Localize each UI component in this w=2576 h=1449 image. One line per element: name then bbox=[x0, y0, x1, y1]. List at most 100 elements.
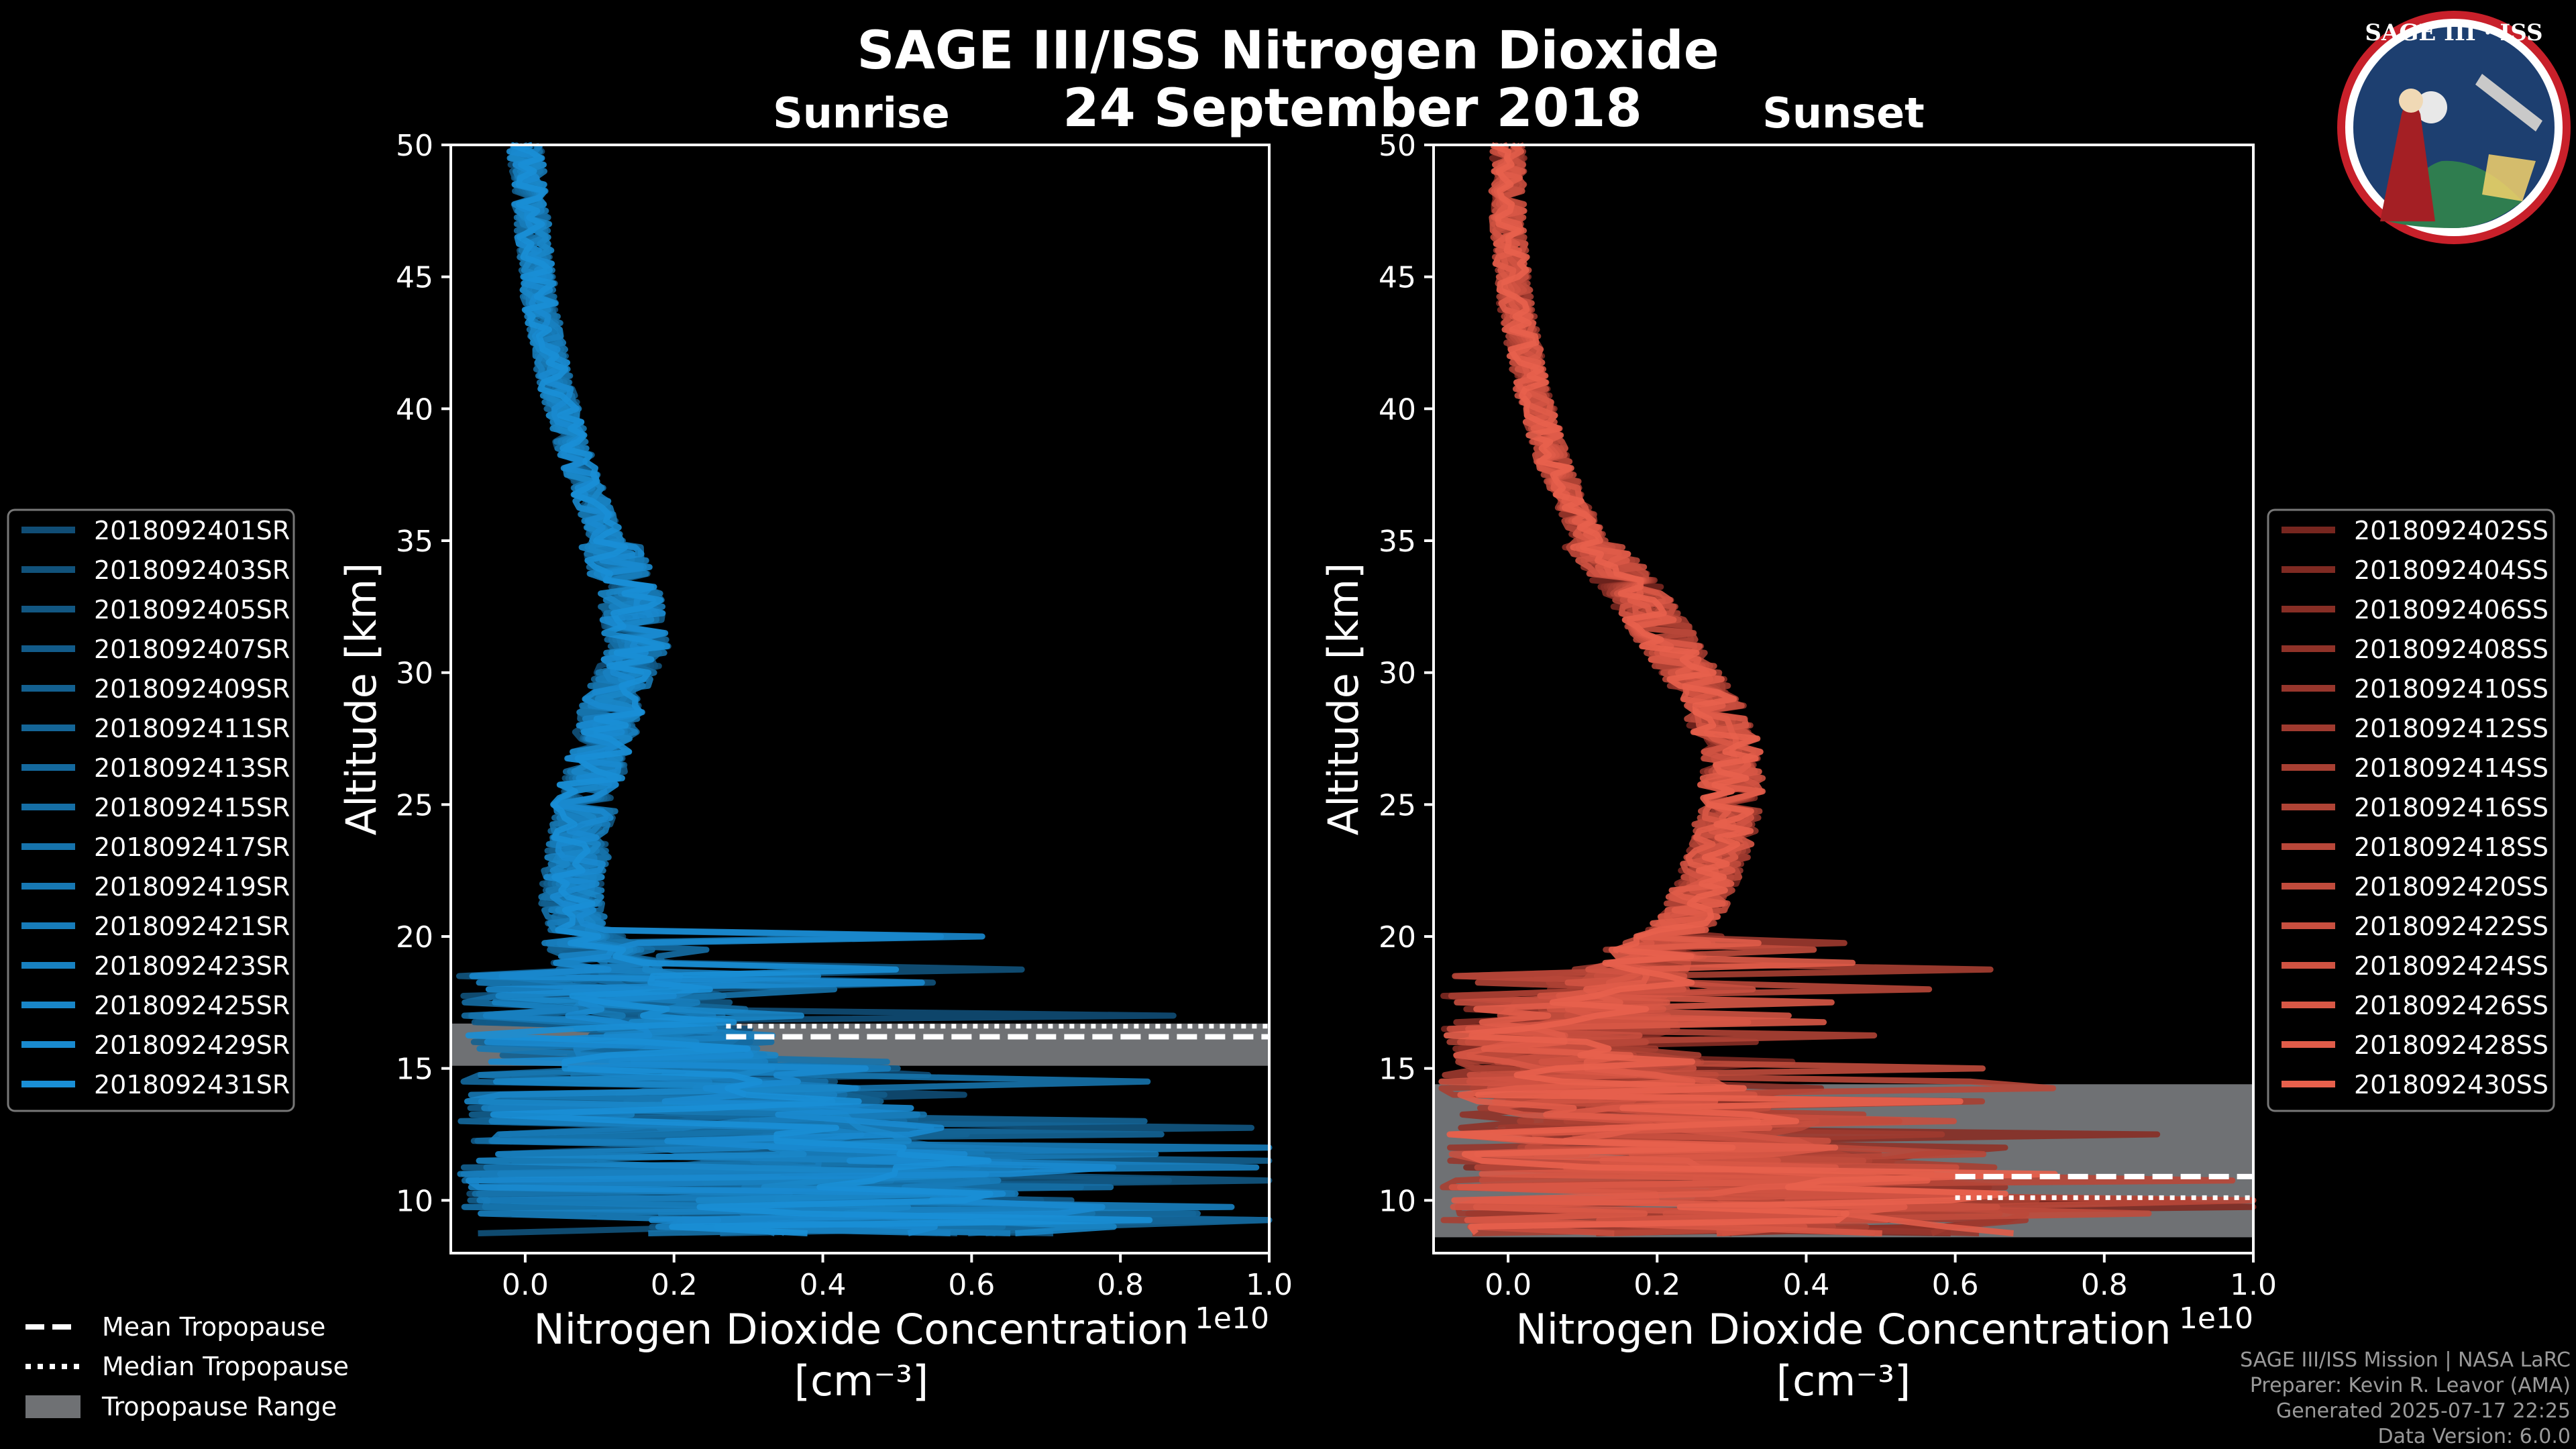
sunrise-x-scale: 1e10 bbox=[1195, 1301, 1269, 1336]
credit-generated: Generated 2025-07-17 22:25 bbox=[2276, 1399, 2571, 1423]
sunset-title: Sunset bbox=[1762, 89, 1925, 138]
logo-wizard-robe bbox=[2380, 101, 2435, 221]
sr-xtick-label: 0.4 bbox=[800, 1268, 847, 1302]
ss-xtick-label: 0.4 bbox=[1782, 1268, 1829, 1302]
ss-ytick-label: 35 bbox=[1379, 525, 1416, 559]
sr-legend-label: 2018092409SR bbox=[94, 674, 290, 704]
credit-preparer: Preparer: Kevin R. Leavor (AMA) bbox=[2250, 1374, 2571, 1397]
sr-xtick-label: 0.0 bbox=[502, 1268, 549, 1302]
sr-legend-label: 2018092421SR bbox=[94, 912, 290, 941]
figure-date: 24 September 2018 bbox=[1063, 78, 1642, 139]
logo-moon bbox=[2415, 91, 2447, 123]
sunset-x-scale: 1e10 bbox=[2179, 1301, 2253, 1336]
sr-xtick-label: 0.2 bbox=[651, 1268, 698, 1302]
sunset-legend: 2018092402SS 2018092404SS 2018092406SS 2018… bbox=[2267, 508, 2555, 1112]
ss-ytick-label: 40 bbox=[1379, 392, 1416, 427]
ss-legend-label: 2018092424SS bbox=[2354, 951, 2548, 981]
ss-xtick-label: 1.0 bbox=[2230, 1268, 2277, 1302]
ss-xtick-label: 0.0 bbox=[1485, 1268, 1532, 1302]
sunrise-axes-frame bbox=[449, 144, 1271, 1254]
logo-iss bbox=[2475, 74, 2542, 131]
ss-legend-label: 2018092406SS bbox=[2354, 595, 2548, 625]
ss-profile-2018092430SS bbox=[1443, 142, 2058, 1236]
sr-ytick-label: 30 bbox=[396, 657, 433, 691]
sr-ytick-label: 20 bbox=[396, 920, 433, 955]
sunrise-legend-box bbox=[7, 508, 295, 1112]
ss-xtick-label: 0.6 bbox=[1932, 1268, 1979, 1302]
ss-legend-label: 2018092408SS bbox=[2354, 635, 2548, 664]
sunset-xlabel: Nitrogen Dioxide Concentration bbox=[1515, 1305, 2171, 1354]
logo-sun bbox=[2482, 154, 2536, 201]
ss-legend-label: 2018092410SS bbox=[2354, 674, 2548, 704]
sunrise-panel: 0.0 0.2 0.4 0.6 0.8 1.0 10 15 20 25 30 35 40 45 50 Nit… bbox=[337, 129, 1293, 1405]
sr-legend-label: 2018092417SR bbox=[94, 833, 290, 862]
sr-legend-label: 2018092403SR bbox=[94, 555, 290, 585]
sr-ytick-label: 10 bbox=[396, 1184, 433, 1218]
sr-legend-label: 2018092405SR bbox=[94, 595, 290, 625]
ss-ytick-label: 50 bbox=[1379, 129, 1416, 163]
ss-ytick-label: 20 bbox=[1379, 920, 1416, 955]
sr-legend-label: 2018092429SR bbox=[94, 1030, 290, 1060]
median-tropopause-label: Median Tropopause bbox=[102, 1352, 349, 1381]
sr-profile-2018092431SR bbox=[465, 142, 1153, 1236]
sr-legend-label: 2018092401SR bbox=[94, 516, 290, 545]
ss-legend-label: 2018092426SS bbox=[2354, 991, 2548, 1020]
sr-legend-label: 2018092431SR bbox=[94, 1070, 290, 1099]
sr-xtick-label: 0.6 bbox=[948, 1268, 995, 1302]
logo-text: SAGE III · ISS bbox=[2365, 19, 2542, 46]
ss-legend-label: 2018092412SS bbox=[2354, 714, 2548, 743]
sr-ytick-label: 25 bbox=[396, 788, 433, 822]
sr-legend-label: 2018092411SR bbox=[94, 714, 290, 743]
ss-legend-label: 2018092416SS bbox=[2354, 793, 2548, 822]
mean-tropopause-label: Mean Tropopause bbox=[102, 1312, 325, 1342]
sr-ytick-label: 15 bbox=[396, 1053, 433, 1087]
sr-xtick-label: 0.8 bbox=[1097, 1268, 1144, 1302]
sunset-axes-frame bbox=[1432, 144, 2255, 1254]
sunset-tropopause-lines bbox=[1955, 1173, 2253, 1200]
ss-legend-label: 2018092430SS bbox=[2354, 1070, 2548, 1099]
ss-legend-label: 2018092404SS bbox=[2354, 555, 2548, 585]
sr-legend-label: 2018092413SR bbox=[94, 753, 290, 783]
sr-xtick-label: 1.0 bbox=[1246, 1268, 1293, 1302]
ss-ytick-label: 15 bbox=[1379, 1053, 1416, 1087]
sunrise-xlabel-units: [cm⁻³] bbox=[794, 1356, 928, 1405]
sunset-legend-items: 2018092402SS 2018092404SS 2018092406SS 2018… bbox=[2282, 516, 2548, 1099]
sunset-xlabel-units: [cm⁻³] bbox=[1776, 1356, 1911, 1405]
ss-ytick-label: 30 bbox=[1379, 657, 1416, 691]
sr-legend-label: 2018092415SR bbox=[94, 793, 290, 822]
sr-ytick-label: 45 bbox=[396, 261, 433, 295]
sunrise-ticks: 0.0 0.2 0.4 0.6 0.8 1.0 10 15 20 25 30 35 40 45 50 bbox=[396, 129, 1293, 1302]
sunrise-legend-items: 2018092401SR 2018092403SR 2018092405SR 2018… bbox=[21, 516, 290, 1099]
sr-legend-label: 2018092419SR bbox=[94, 872, 290, 902]
ss-legend-label: 2018092418SS bbox=[2354, 833, 2548, 862]
sunset-ylabel: Altitude [km] bbox=[1319, 563, 1368, 836]
credit-version: Data Version: 6.0.0 bbox=[2378, 1425, 2571, 1448]
sr-ytick-label: 50 bbox=[396, 129, 433, 163]
ss-legend-label: 2018092420SS bbox=[2354, 872, 2548, 902]
sunrise-profiles bbox=[455, 142, 1273, 1236]
tropopause-range-label: Tropopause Range bbox=[101, 1392, 337, 1421]
credit-mission: SAGE III/ISS Mission | NASA LaRC bbox=[2240, 1348, 2571, 1372]
ss-xtick-label: 0.8 bbox=[2081, 1268, 2128, 1302]
sr-legend-label: 2018092407SR bbox=[94, 635, 290, 664]
figure-title: SAGE III/ISS Nitrogen Dioxide bbox=[857, 21, 1719, 81]
sunset-ticks: 0.0 0.2 0.4 0.6 0.8 1.0 10 15 20 25 30 35 40 45 50 bbox=[1379, 129, 2277, 1302]
tropopause-range-swatch bbox=[25, 1395, 80, 1418]
ss-legend-label: 2018092414SS bbox=[2354, 753, 2548, 783]
sunrise-title: Sunrise bbox=[773, 89, 950, 138]
sunrise-ylabel: Altitude [km] bbox=[337, 563, 386, 836]
sunrise-tropopause-lines bbox=[726, 1024, 1269, 1040]
sunset-profiles bbox=[1438, 142, 2257, 1236]
ss-legend-label: 2018092402SS bbox=[2354, 516, 2548, 545]
sr-legend-label: 2018092423SR bbox=[94, 951, 290, 981]
ss-xtick-label: 0.2 bbox=[1633, 1268, 1680, 1302]
sunrise-xlabel: Nitrogen Dioxide Concentration bbox=[533, 1305, 1189, 1354]
sunrise-legend: 2018092401SR 2018092403SR 2018092405SR 2018… bbox=[7, 508, 295, 1112]
ss-ytick-label: 45 bbox=[1379, 261, 1416, 295]
ss-legend-label: 2018092428SS bbox=[2354, 1030, 2548, 1060]
sage-logo: SAGE III · ISS bbox=[2337, 11, 2571, 244]
ss-ytick-label: 25 bbox=[1379, 788, 1416, 822]
logo-wizard-face bbox=[2399, 89, 2423, 113]
sr-legend-label: 2018092425SR bbox=[94, 991, 290, 1020]
